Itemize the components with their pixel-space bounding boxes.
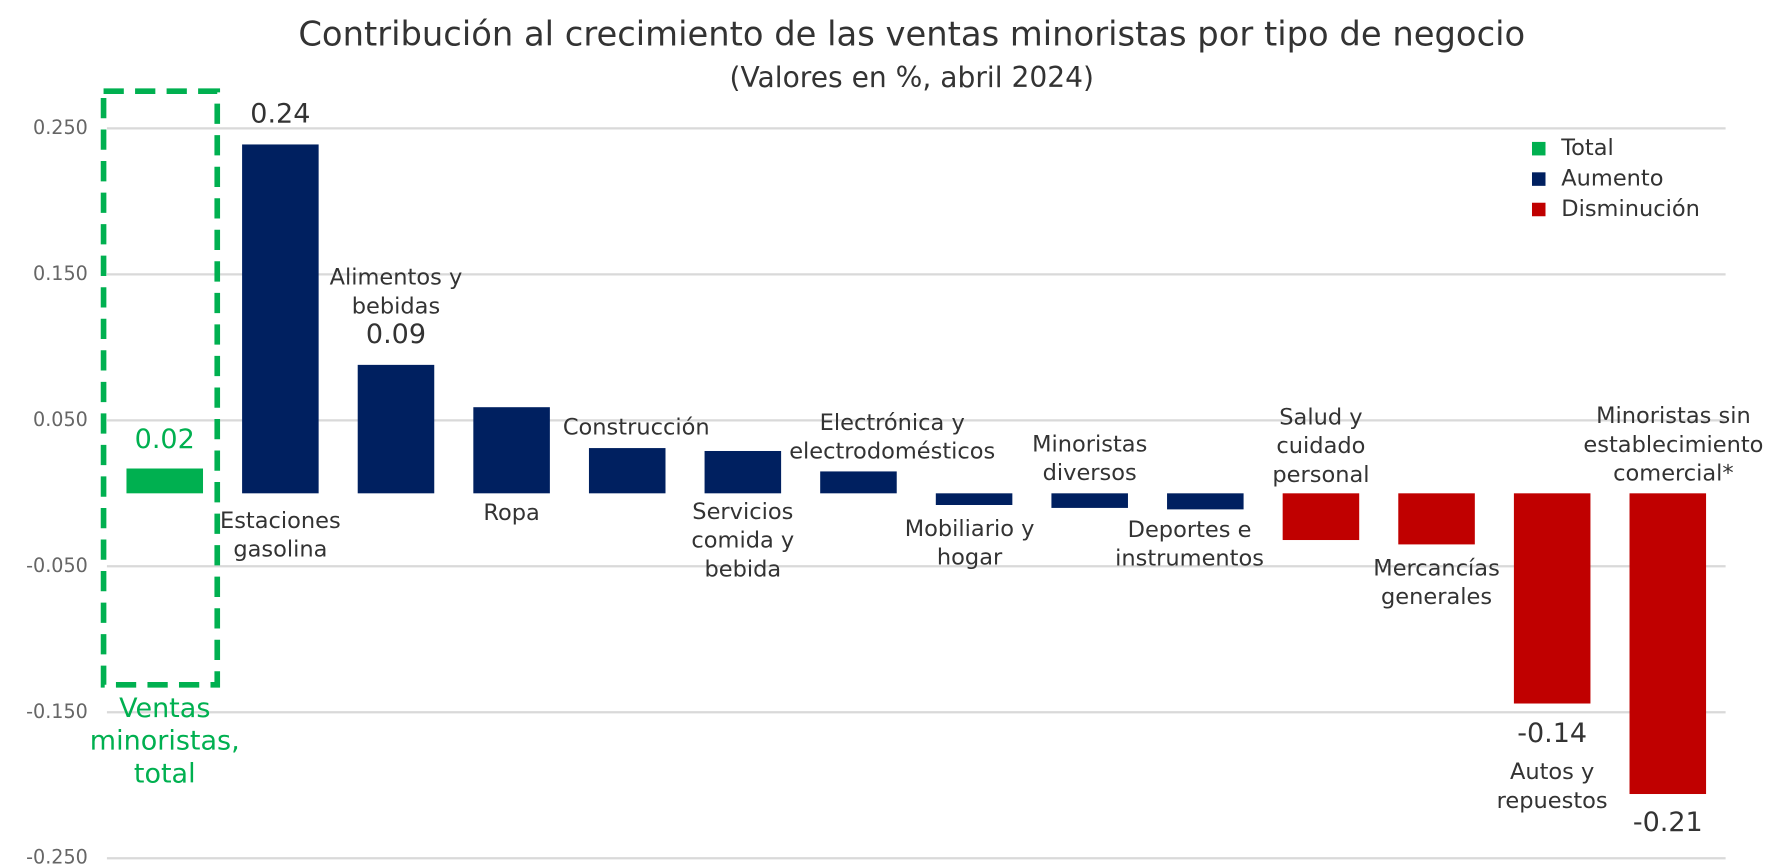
y-tick-label: 0.150 xyxy=(33,262,88,285)
category-label: Mobiliario y xyxy=(905,516,1035,542)
chart-title: Contribución al crecimiento de las venta… xyxy=(298,15,1525,54)
legend-label: Total xyxy=(1560,135,1614,161)
category-label: Construcción xyxy=(563,414,710,440)
legend-label: Disminución xyxy=(1561,196,1700,222)
highlight-box xyxy=(100,88,221,688)
category-label: bebida xyxy=(704,556,781,582)
category-label: Estaciones xyxy=(220,508,341,534)
bar xyxy=(242,144,319,494)
grid xyxy=(106,127,1726,860)
category-label: hogar xyxy=(937,545,1003,571)
category-label: Deportes e xyxy=(1128,517,1252,543)
legend-swatch xyxy=(1531,202,1546,217)
category-label: Electrónica y xyxy=(820,410,965,436)
category-label: Minoristas sin xyxy=(1596,403,1751,429)
chart-subtitle: (Valores en %, abril 2024) xyxy=(730,61,1094,94)
legend-swatch xyxy=(1531,141,1546,156)
bar xyxy=(126,468,204,494)
category-label: gasolina xyxy=(233,537,327,563)
y-tick-label: -0.150 xyxy=(26,700,88,723)
bar xyxy=(588,448,666,494)
value-label: 0.09 xyxy=(366,319,426,350)
category-label: diversos xyxy=(1043,460,1137,486)
legend-label: Aumento xyxy=(1561,166,1663,192)
bar xyxy=(1513,493,1591,704)
value-label: 0.24 xyxy=(250,98,310,129)
y-tick-label: 0.250 xyxy=(33,116,88,139)
bar xyxy=(357,364,435,494)
category-label: comida y xyxy=(691,528,794,554)
category-label: Mercancías xyxy=(1373,555,1500,581)
category-label: Ropa xyxy=(483,500,539,526)
category-label: instrumentos xyxy=(1115,546,1264,572)
y-tick-label: -0.050 xyxy=(26,554,88,577)
bar xyxy=(1398,493,1475,545)
category-label: establecimiento xyxy=(1583,432,1763,458)
category-label: Alimentos y xyxy=(330,265,463,291)
category-label: personal xyxy=(1272,462,1369,488)
y-tick-label: 0.050 xyxy=(33,408,88,431)
bar xyxy=(935,493,1013,505)
category-label: bebidas xyxy=(352,293,440,319)
bar xyxy=(1629,493,1707,795)
category-label: Servicios xyxy=(692,499,793,525)
category-label: Ventas xyxy=(119,693,210,724)
bar xyxy=(820,471,897,494)
category-label: minoristas, xyxy=(90,726,240,757)
category-label: electrodomésticos xyxy=(789,439,995,465)
category-label: comercial* xyxy=(1613,461,1734,487)
category-label: Autos y xyxy=(1510,759,1594,785)
bar xyxy=(1051,493,1128,508)
bar xyxy=(704,450,782,494)
category-label: cuidado xyxy=(1276,433,1365,459)
bar xyxy=(1282,493,1360,541)
value-label: 0.02 xyxy=(135,424,195,455)
bar xyxy=(473,407,550,494)
value-label: -0.21 xyxy=(1633,807,1703,838)
category-label: generales xyxy=(1381,584,1492,610)
category-label: Minoristas xyxy=(1032,431,1147,457)
category-label: Salud y xyxy=(1279,404,1362,430)
value-label: -0.14 xyxy=(1517,718,1587,749)
category-label: repuestos xyxy=(1497,788,1608,814)
category-label: total xyxy=(134,758,196,789)
legend-swatch xyxy=(1531,172,1546,186)
y-tick-label: -0.250 xyxy=(26,846,88,865)
bar xyxy=(1167,493,1244,510)
